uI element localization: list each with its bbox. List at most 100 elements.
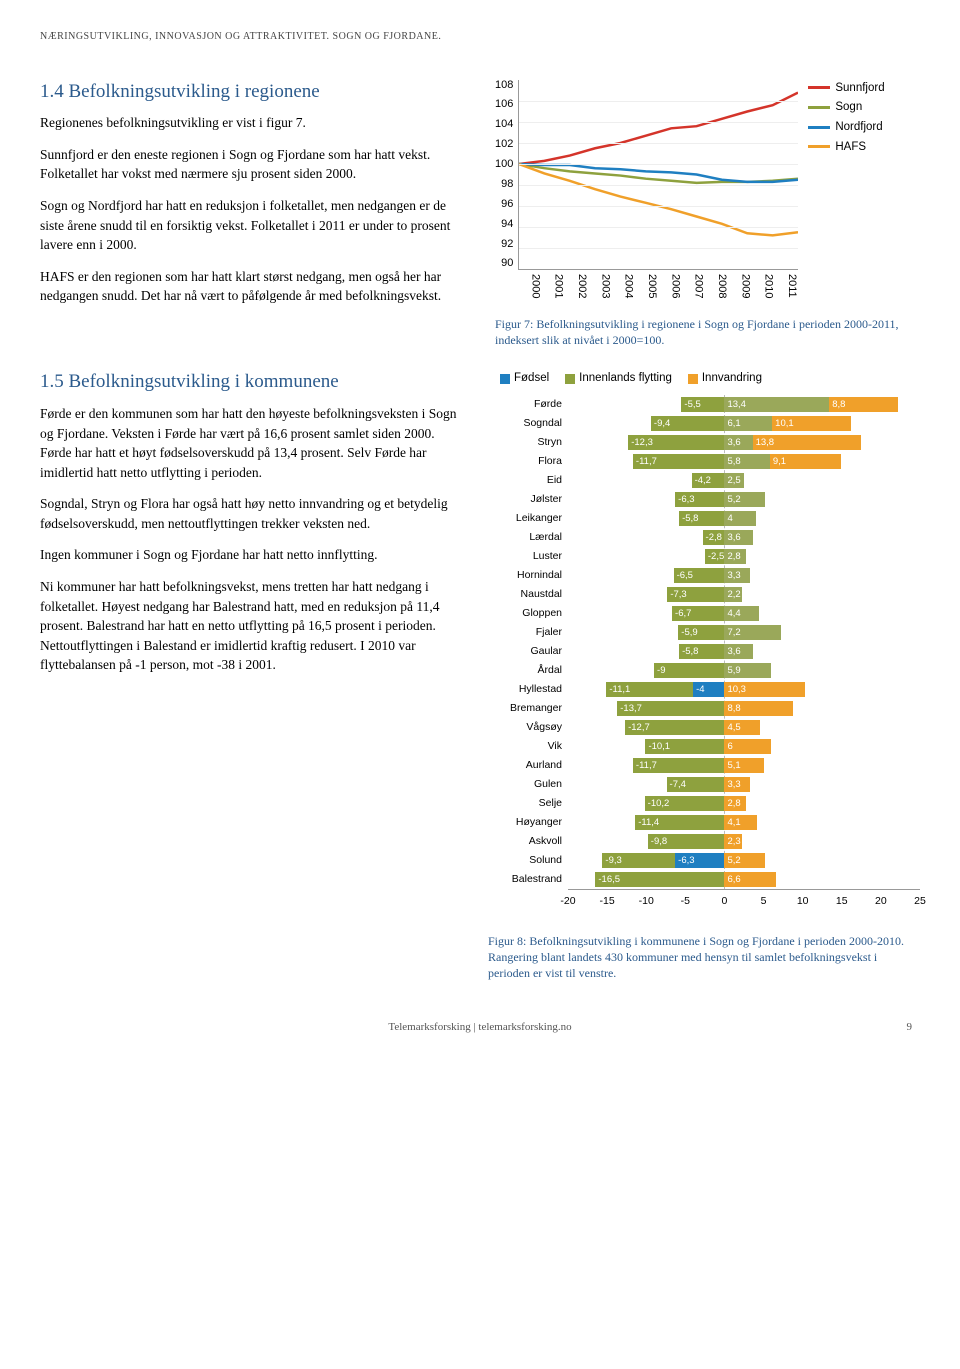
bar-row-label: Hornindal bbox=[488, 568, 568, 583]
y-tick: 106 bbox=[495, 99, 513, 110]
bar-x-tick: -10 bbox=[639, 894, 654, 909]
bar-segment: -11,1 bbox=[606, 682, 693, 697]
bar-segment: -5,5 bbox=[681, 397, 724, 412]
bar-legend: FødselInnenlands flyttingInnvandring bbox=[488, 370, 920, 387]
legend-swatch bbox=[808, 126, 830, 129]
series-line bbox=[519, 92, 798, 163]
bar-row: Årdal-95,9 bbox=[488, 661, 920, 680]
paragraph: Ingen kommuner i Sogn og Fjordane har ha… bbox=[40, 545, 458, 565]
bar-rows: Førde-5,513,48,8Sogndal-9,46,110,1Stryn-… bbox=[488, 395, 920, 889]
bar-segment: -12,3 bbox=[628, 435, 724, 450]
legend-item: Sogn bbox=[808, 99, 884, 116]
bar-segment: -11,4 bbox=[635, 815, 724, 830]
bar-x-axis: -20-15-10-50510152025 bbox=[568, 889, 920, 905]
bar-segment: 2,8 bbox=[724, 796, 746, 811]
paragraph: Sogndal, Stryn og Flora har også hatt hø… bbox=[40, 494, 458, 533]
bar-segment: -6,3 bbox=[675, 853, 724, 868]
bar-segment: -2,5 bbox=[705, 549, 725, 564]
bar-segment: 6 bbox=[724, 739, 771, 754]
bar-row-label: Aurland bbox=[488, 758, 568, 773]
bar-segment: 3,3 bbox=[724, 568, 750, 583]
bar-row-label: Jølster bbox=[488, 492, 568, 507]
bar-x-tick: 0 bbox=[722, 894, 728, 909]
bar-row-label: Gloppen bbox=[488, 606, 568, 621]
bar-row-label: Sogndal bbox=[488, 416, 568, 431]
bar-row: Aurland-11,75,1 bbox=[488, 756, 920, 775]
bar-segment: -16,5 bbox=[595, 872, 724, 887]
bar-track: -4-11,110,3 bbox=[568, 682, 920, 697]
bar-segment: -5,8 bbox=[679, 511, 724, 526]
bar-segment: 8,8 bbox=[829, 397, 898, 412]
figure-8-caption: Figur 8: Befolkningsutvikling i kommunen… bbox=[488, 933, 920, 982]
bar-segment: -6,7 bbox=[672, 606, 724, 621]
bar-row-label: Stryn bbox=[488, 435, 568, 450]
bar-x-tick: 15 bbox=[836, 894, 848, 909]
y-tick: 108 bbox=[495, 80, 513, 91]
bar-segment: 3,6 bbox=[724, 435, 752, 450]
series-line bbox=[519, 164, 798, 235]
legend-item: Nordfjord bbox=[808, 119, 884, 136]
bar-track: -10,16 bbox=[568, 739, 920, 754]
bar-segment: -4,2 bbox=[692, 473, 725, 488]
caption-lead: Figur 8: bbox=[488, 934, 529, 948]
paragraph: Sogn og Nordfjord har hatt en reduksjon … bbox=[40, 196, 465, 255]
bar-segment: 5,8 bbox=[724, 454, 769, 469]
legend-swatch bbox=[808, 145, 830, 148]
bar-row: Hyllestad-4-11,110,3 bbox=[488, 680, 920, 699]
bar-row-label: Høyanger bbox=[488, 815, 568, 830]
bar-row: Balestrand-16,56,6 bbox=[488, 870, 920, 889]
bar-row: Gloppen-6,74,4 bbox=[488, 604, 920, 623]
bar-x-tick: 5 bbox=[761, 894, 767, 909]
bar-x-tick: -20 bbox=[560, 894, 575, 909]
legend-label: Sunnfjord bbox=[835, 80, 884, 97]
bar-segment: 2,2 bbox=[724, 587, 741, 602]
bar-row-label: Naustdal bbox=[488, 587, 568, 602]
legend-item: Sunnfjord bbox=[808, 80, 884, 97]
bar-segment: -7,3 bbox=[667, 587, 724, 602]
footer-text: Telemarksforsking | telemarksforsking.no bbox=[78, 1020, 882, 1036]
bar-track: -5,513,48,8 bbox=[568, 397, 920, 412]
bar-segment: 5,9 bbox=[724, 663, 770, 678]
bar-row-label: Balestrand bbox=[488, 872, 568, 887]
bar-segment: 3,3 bbox=[724, 777, 750, 792]
bar-row-label: Førde bbox=[488, 397, 568, 412]
bar-segment: -5,9 bbox=[678, 625, 724, 640]
caption-rest: Befolkningsutvikling i regionene i Sogn … bbox=[495, 317, 899, 347]
bar-track: -16,56,6 bbox=[568, 872, 920, 887]
upper-two-col: 1.4 Befolkningsutvikling i regionene Reg… bbox=[40, 80, 920, 349]
bar-track: -6,53,3 bbox=[568, 568, 920, 583]
bar-segment: 10,1 bbox=[772, 416, 851, 431]
bar-row: Jølster-6,35,2 bbox=[488, 490, 920, 509]
bar-segment: 2,8 bbox=[724, 549, 746, 564]
page-header: NÆRINGSUTVIKLING, INNOVASJON OG ATTRAKTI… bbox=[40, 30, 920, 45]
bar-segment: -9,8 bbox=[648, 834, 725, 849]
bar-row: Gaular-5,83,6 bbox=[488, 642, 920, 661]
bar-row: Flora-11,75,89,1 bbox=[488, 452, 920, 471]
bar-legend-item: Innenlands flytting bbox=[565, 370, 672, 387]
x-tick: 2009 bbox=[729, 274, 752, 298]
plot-area bbox=[518, 80, 798, 270]
bar-x-tick: 20 bbox=[875, 894, 887, 909]
y-tick: 92 bbox=[501, 239, 513, 250]
bar-segment: -5,8 bbox=[679, 644, 724, 659]
bar-row-label: Gaular bbox=[488, 644, 568, 659]
bar-track: -5,83,6 bbox=[568, 644, 920, 659]
bar-row-label: Solund bbox=[488, 853, 568, 868]
bar-segment: -2,8 bbox=[703, 530, 725, 545]
bar-row: Fjaler-5,97,2 bbox=[488, 623, 920, 642]
legend-label: HAFS bbox=[835, 139, 866, 156]
bar-track: -2,83,6 bbox=[568, 530, 920, 545]
bar-segment: 5,2 bbox=[724, 853, 765, 868]
y-tick: 96 bbox=[501, 199, 513, 210]
bar-segment: -12,7 bbox=[625, 720, 724, 735]
bar-legend-item: Fødsel bbox=[500, 370, 549, 387]
bar-row: Bremanger-13,78,8 bbox=[488, 699, 920, 718]
bar-segment: 5,2 bbox=[724, 492, 765, 507]
bar-row-label: Vik bbox=[488, 739, 568, 754]
bar-segment: 13,8 bbox=[753, 435, 861, 450]
bar-legend-label: Fødsel bbox=[514, 370, 549, 387]
y-tick: 104 bbox=[495, 119, 513, 130]
bar-track: -95,9 bbox=[568, 663, 920, 678]
bar-track: -6,3-9,35,2 bbox=[568, 853, 920, 868]
bar-chart: FødselInnenlands flyttingInnvandring Før… bbox=[488, 370, 920, 905]
